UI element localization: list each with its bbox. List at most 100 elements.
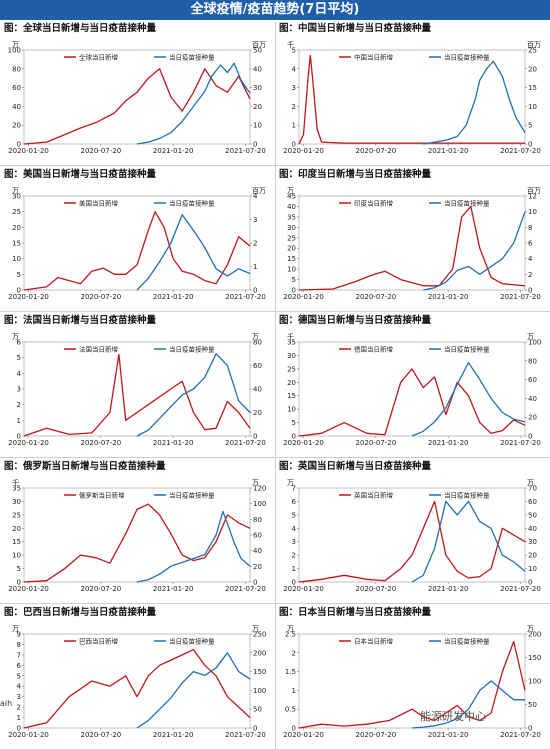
chart-panel-3: 图：印度当日新增与当日疫苗接种量 0 5 10 15 20 25 30 35 40 45 0 2 4 6 8 1…: [277, 168, 549, 309]
series-line-cases: [298, 368, 526, 437]
left-tick-label: 30: [12, 498, 21, 506]
x-tick-label: 2021-01-20: [428, 585, 469, 593]
x-tick-label: 2020-07-20: [355, 147, 396, 155]
x-tick-label: 2021-07-20: [500, 439, 541, 447]
right-tick-label: 20: [253, 563, 262, 571]
series-line-cases: [298, 640, 526, 729]
right-unit-label: 百万: [252, 41, 266, 49]
legend-entry: 日本当日新增: [354, 636, 393, 645]
x-tick-label: 2020-01-20: [283, 293, 324, 301]
series-line-vaccines: [411, 680, 525, 729]
left-unit-label: 万: [12, 625, 19, 633]
legend-entry: 当日疫苗接种量: [169, 52, 215, 61]
chart-title: 图：中国当日新增与当日疫苗接种量: [279, 23, 432, 34]
chart-svg: 0 5 10 15 20 25 30 35 0 20 40 60 80 100 千 万 2020-01-20 20…: [283, 332, 541, 447]
x-tick-label: 2020-01-20: [8, 293, 49, 301]
chart-svg: 0 5 10 15 20 25 30 0 1 2 3 4 万 百万 2020-01-20 2020-07-20…: [8, 187, 266, 301]
series-line-cases: [23, 68, 251, 145]
right-tick-label: 60: [253, 532, 262, 540]
left-tick-label: 8: [17, 641, 21, 649]
right-tick-label: 80: [253, 516, 262, 524]
left-tick-label: 1: [17, 417, 21, 425]
left-unit-label: 万: [287, 625, 294, 633]
right-tick-label: 5: [528, 122, 532, 130]
left-unit-label: 万: [287, 479, 294, 487]
series-line-cases: [23, 503, 251, 583]
legend-entry: 当日疫苗接种量: [444, 636, 490, 645]
plot-frame: [23, 195, 251, 291]
chart-title: 图：全球当日新增与当日疫苗接种量: [4, 23, 157, 34]
left-tick-label: 0: [17, 141, 21, 149]
right-tick-label: 200: [528, 631, 541, 639]
left-tick-label: 20: [12, 122, 21, 130]
right-tick-label: 20: [253, 103, 262, 111]
chart-panel-9: 图：日本当日新增与当日疫苗接种量 0 0.5 1 1.5 2 2.5 0 50 100 150 200…: [277, 606, 549, 747]
chart-panel-8: 图：巴西当日新增与当日疫苗接种量 0 1 2 3 4 5 6 7 8 9 0 50 100 150 200 25…: [2, 606, 274, 747]
left-tick-label: 30: [12, 193, 21, 201]
x-tick-label: 2020-01-20: [8, 147, 49, 155]
left-tick-label: 0: [292, 433, 296, 441]
series-line-cases: [298, 500, 526, 583]
right-tick-label: 40: [253, 386, 262, 394]
left-tick-label: 20: [12, 525, 21, 533]
left-tick-label: 15: [287, 392, 296, 400]
chart-panel-4: 图：法国当日新增与当日疫苗接种量 0 1 2 3 4 5 6 0 20 40 60 80 万万 2020-0…: [2, 314, 274, 455]
left-tick-label: 25: [12, 208, 21, 216]
left-unit-label: 千: [287, 332, 294, 341]
left-tick-label: 3: [292, 84, 296, 92]
x-tick-label: 2020-07-20: [355, 585, 396, 593]
left-tick-label: 6: [17, 662, 22, 670]
left-tick-label: 10: [287, 406, 296, 414]
x-tick-label: 2021-01-20: [153, 293, 194, 301]
left-tick-label: 30: [287, 352, 296, 360]
right-tick-label: 0: [528, 287, 532, 295]
left-tick-label: 25: [287, 365, 296, 373]
left-unit-label: 千: [12, 478, 19, 487]
right-tick-label: 0: [253, 433, 257, 441]
legend-entry: 当日疫苗接种量: [444, 52, 490, 61]
left-tick-label: 0: [17, 433, 21, 441]
left-tick-label: 1: [292, 122, 296, 130]
x-tick-label: 2021-01-20: [428, 147, 469, 155]
series-line-cases: [298, 205, 526, 291]
chart-title: 图：俄罗斯当日新增与当日疫苗接种量: [4, 461, 166, 472]
x-tick-label: 2021-01-20: [428, 293, 469, 301]
left-tick-label: 4: [292, 525, 297, 533]
left-tick-label: 45: [287, 193, 296, 201]
right-tick-label: 100: [253, 500, 266, 508]
right-tick-label: 0: [253, 579, 257, 587]
left-tick-label: 20: [287, 379, 296, 387]
right-tick-label: 70: [528, 485, 537, 493]
right-tick-label: 3: [253, 216, 257, 224]
x-tick-label: 2020-07-20: [80, 439, 121, 447]
left-tick-label: 20: [12, 224, 21, 232]
right-tick-label: 50: [528, 511, 537, 519]
left-tick-label: 5: [17, 565, 21, 573]
right-tick-label: 4: [253, 193, 258, 201]
series-line-cases: [23, 649, 251, 729]
series-line-vaccines: [136, 652, 251, 729]
right-tick-label: 150: [528, 654, 541, 662]
legend-entry: 当日疫苗接种量: [444, 198, 490, 207]
right-tick-label: 50: [253, 706, 262, 714]
left-tick-label: 2: [292, 552, 296, 560]
legend-entry: 美国当日新增: [79, 198, 118, 207]
plot-frame: [23, 341, 251, 437]
chart-title: 图：英国当日新增与当日疫苗接种量: [279, 461, 432, 472]
chart-title: 图：日本当日新增与当日疫苗接种量: [279, 607, 432, 618]
left-tick-label: 1: [17, 714, 21, 722]
legend-entry: 当日疫苗接种量: [169, 490, 215, 499]
left-tick-label: 15: [12, 240, 21, 248]
series-line-vaccines: [423, 60, 526, 145]
legend-entry: 全球当日新增: [79, 52, 118, 61]
right-unit-label: 万: [252, 625, 259, 633]
x-tick-label: 2020-01-20: [283, 147, 324, 155]
right-tick-label: 15: [528, 84, 537, 92]
right-tick-label: 120: [253, 485, 266, 493]
x-tick-label: 2021-01-20: [428, 439, 469, 447]
plot-frame: [298, 49, 526, 145]
left-tick-label: 2: [292, 103, 296, 111]
legend-entry: 俄罗斯当日新增: [79, 490, 125, 499]
